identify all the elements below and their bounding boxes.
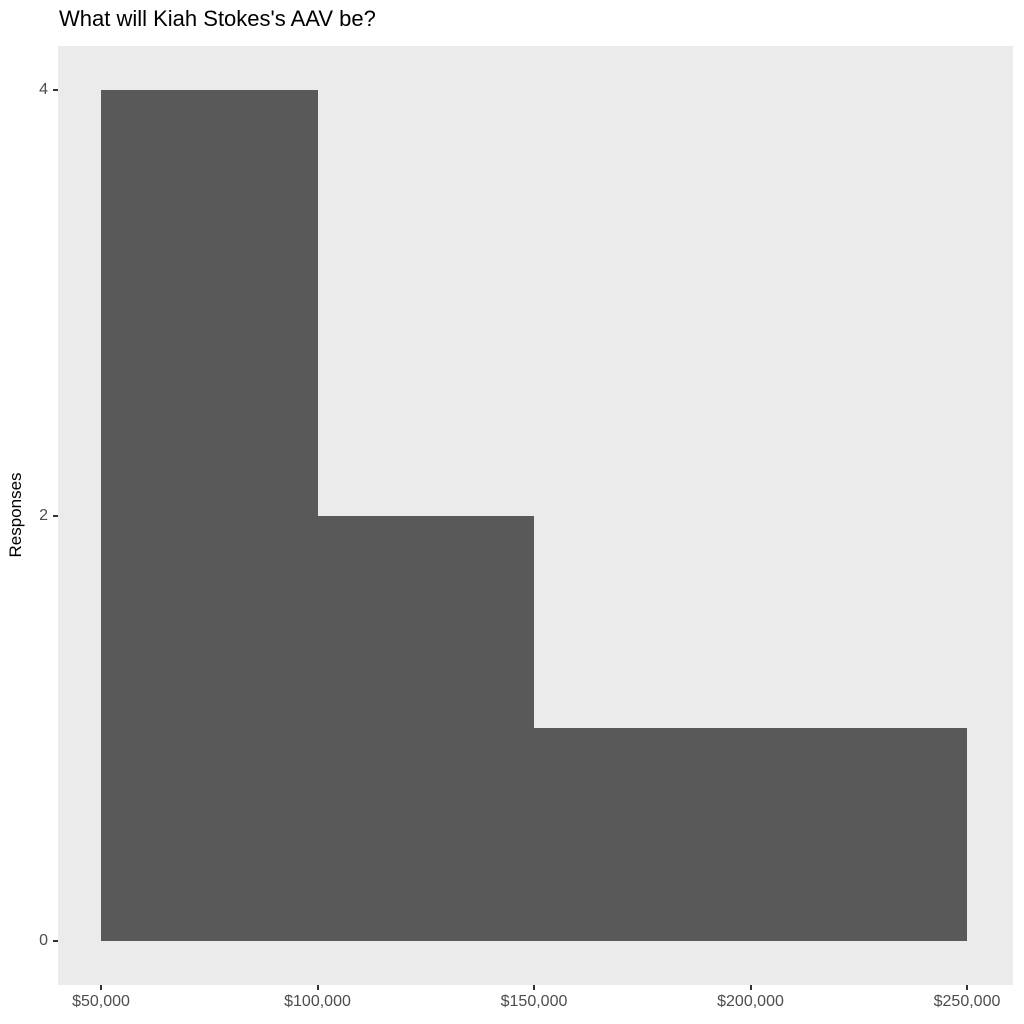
x-tick-label: $150,000	[500, 993, 568, 1010]
x-tick-mark	[966, 985, 968, 990]
x-tick-mark	[100, 985, 102, 990]
x-tick-mark	[749, 985, 752, 990]
x-tick-label: $50,000	[72, 993, 130, 1010]
x-tick-label: $250,000	[933, 993, 1001, 1010]
x-tick-mark	[316, 985, 319, 990]
histogram-bar	[317, 515, 534, 941]
x-tick-mark	[533, 985, 535, 990]
y-tick-mark	[53, 89, 58, 91]
histogram-bar	[534, 728, 751, 941]
histogram-bar	[101, 90, 318, 941]
y-tick-label: 0	[39, 932, 48, 949]
y-tick-mark	[53, 940, 58, 942]
x-tick-label: $100,000	[284, 993, 351, 1010]
x-tick-label: $200,000	[717, 993, 784, 1010]
y-tick-label: 2	[39, 506, 48, 524]
y-tick-mark	[53, 514, 58, 517]
histogram-bar	[750, 728, 967, 941]
y-tick-label: 4	[39, 81, 48, 98]
chart-title: What will Kiah Stokes's AAV be?	[59, 6, 376, 31]
